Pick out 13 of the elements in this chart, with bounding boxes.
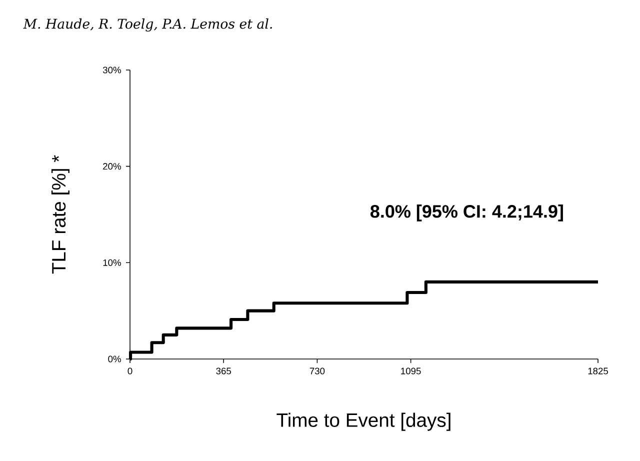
y-axis-title: TLF rate [%] * <box>51 155 70 274</box>
x-tick-label: 0 <box>128 368 132 374</box>
chart-title: M. Haude, R. Toelg, P.A. Lemos et al. <box>23 18 272 32</box>
y-tick-label: 0% <box>108 356 121 362</box>
annotation: 8.0% [95% CI: 4.2;14.9] <box>370 204 563 222</box>
x-tick-label: 365 <box>216 368 231 374</box>
y-tick-label: 10% <box>103 259 121 266</box>
x-tick-label: 1095 <box>401 368 421 374</box>
x-tick-label: 730 <box>310 368 325 374</box>
x-axis-title: Time to Event [days] <box>276 412 450 431</box>
y-tick-label: 30% <box>102 66 121 74</box>
x-tick-label: 1825 <box>588 368 608 374</box>
y-tick-label: 20% <box>103 163 121 170</box>
